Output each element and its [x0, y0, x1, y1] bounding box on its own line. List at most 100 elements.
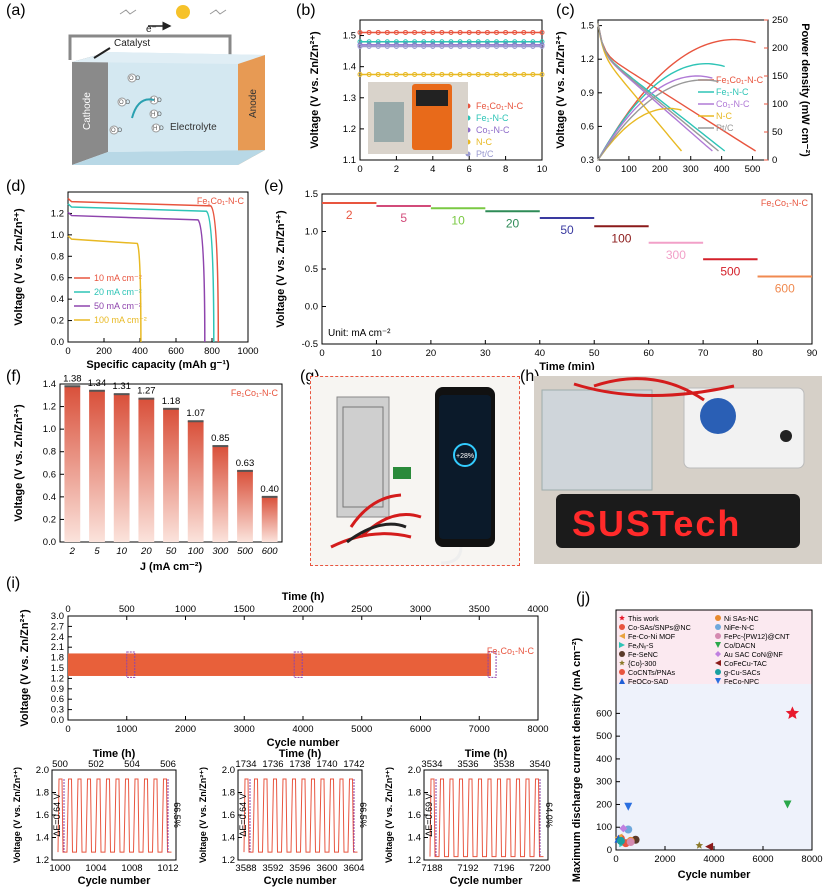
series-marker [357, 71, 363, 77]
y-axis-label: Voltage (V vs. Zn/Zn²⁺) [12, 767, 22, 863]
efficiency-label: 64.0% [544, 802, 554, 828]
y-tick-label: 1.8 [36, 788, 49, 799]
efficiency-label: 66.5% [172, 802, 182, 828]
series-marker [521, 39, 527, 45]
series-marker [521, 71, 527, 77]
battery-cell-icon [374, 102, 404, 142]
plot-frame [359, 19, 543, 161]
bar-3 [138, 398, 155, 542]
y-tick-label: 1.2 [43, 402, 56, 413]
series-marker [466, 71, 472, 77]
y-tick-label: 1.5 [581, 21, 594, 32]
panel-label-f: (f) [6, 368, 22, 385]
y-tick-label: 1.4 [343, 62, 356, 73]
series-marker [439, 43, 445, 49]
series-marker [393, 39, 399, 45]
y-tick-label: 1.2 [36, 855, 49, 866]
y-tick-label: 1.2 [51, 673, 64, 684]
rate-label-5: 100 [611, 231, 631, 245]
x2-tick-label: 500 [52, 759, 68, 770]
plot-frame [67, 191, 249, 343]
bar-value-label-6: 0.85 [211, 433, 230, 444]
legend-marker-10 [715, 633, 721, 639]
unit-note: Unit: mA cm⁻² [328, 328, 391, 339]
legend-label-4: Pt/C [476, 149, 494, 159]
legend-label-3: 100 mA cm⁻² [94, 315, 147, 325]
annotation: Fe₁Co₁-N-C [487, 646, 535, 656]
x-tick-label: 7188 [421, 863, 442, 874]
bar-value-label-2: 1.31 [112, 381, 131, 392]
x-tick-label: 3596 [289, 863, 310, 874]
polarization-curve-3 [597, 23, 683, 152]
y-axis-label: Voltage (V vs. Zn/Zn²⁺) [309, 31, 321, 149]
x-axis-label: J (mA cm⁻²) [140, 561, 203, 573]
rate-label-4: 50 [560, 223, 574, 237]
series-marker [393, 29, 399, 35]
series-marker [421, 39, 427, 45]
bar-errorbar-6 [212, 445, 229, 448]
x-tick-label: 80 [752, 348, 763, 359]
cycling-band [68, 653, 491, 676]
legend-label-1: Fe₁-N-C [716, 87, 749, 97]
x-tick-label: 20 [426, 348, 437, 359]
legend-marker-14 [715, 669, 721, 675]
y-tick-label: 1.4 [408, 833, 421, 844]
x-tick-label: 4000 [703, 854, 724, 865]
series-marker [457, 39, 463, 45]
x2-tick-label: 4000 [527, 604, 548, 615]
series-marker [375, 39, 381, 45]
scatter-point-11 [783, 800, 792, 809]
x-tick-label: 2000 [175, 724, 196, 735]
series-marker [375, 29, 381, 35]
legend-marker-15 [715, 678, 721, 684]
molecule-4: H O [151, 112, 162, 118]
series-marker [494, 71, 499, 77]
x2-axis-label: Time (h) [279, 748, 322, 760]
legend-label-11: Co/DACN [724, 641, 756, 650]
x-tick-label: 1000 [49, 863, 70, 874]
series-marker [393, 71, 399, 77]
x2-tick-label: 1500 [234, 604, 255, 615]
panel-label-j: (j) [576, 590, 591, 607]
x-tick-label: 4 [430, 164, 435, 175]
y-tick-label: 300 [596, 777, 612, 788]
series-marker [494, 39, 499, 45]
series-marker [403, 39, 408, 45]
y-axis-label: Maximum discharge current density (mA cm… [571, 637, 583, 882]
y-tick-label: 0.0 [43, 537, 56, 548]
legend-label-9: NiFe-N-C [724, 623, 754, 632]
legend-marker-7 [619, 678, 625, 684]
x-tick-label: 2 [394, 164, 399, 175]
voltage-profile [429, 778, 544, 858]
chart-d-discharge: 0 200 400 600 800 1000 0.0 0.2 0.4 0.6 0.8 1.0 1.2 Sp… [13, 191, 259, 370]
series-marker [448, 29, 454, 35]
x-tick-label: 6 [467, 164, 472, 175]
legend-label-1: Co-SAs/SNPs@NC [628, 623, 691, 632]
series-marker [366, 71, 372, 77]
panel-label-i: (i) [6, 575, 21, 592]
x-tick-label: 0 [613, 854, 618, 865]
legend-label-0: Fe₁Co₁-N-C [716, 75, 764, 85]
legend-marker-12 [715, 651, 721, 657]
y-axis-label: Voltage (V vs. Zn/Zn²⁺) [198, 767, 208, 863]
rate-label-7: 500 [720, 264, 740, 278]
electrolyte-label: Electrolyte [170, 122, 217, 133]
bar-value-label-8: 0.40 [260, 484, 279, 495]
molecule-2: O O [119, 100, 130, 106]
y-tick-label: 2.0 [36, 765, 49, 776]
y-tick-label: 1.8 [222, 788, 235, 799]
legend-marker-11 [715, 642, 721, 648]
x-tick-label: 7196 [493, 863, 514, 874]
plot-frame [597, 19, 769, 161]
x2-tick-label: 1738 [289, 759, 310, 770]
series-marker [466, 39, 472, 45]
x-tick-label: 100 [621, 164, 637, 175]
y2-tick-label: 150 [772, 71, 788, 82]
y-tick-label: 1.0 [51, 230, 64, 241]
bar-errorbar-4 [163, 407, 179, 410]
y-tick-label: 2.0 [222, 765, 235, 776]
polarization-curve-0 [597, 23, 756, 152]
y-tick-label: 1.2 [222, 855, 235, 866]
bar-value-label-7: 0.63 [236, 458, 255, 469]
legend-marker-0 [619, 615, 625, 621]
